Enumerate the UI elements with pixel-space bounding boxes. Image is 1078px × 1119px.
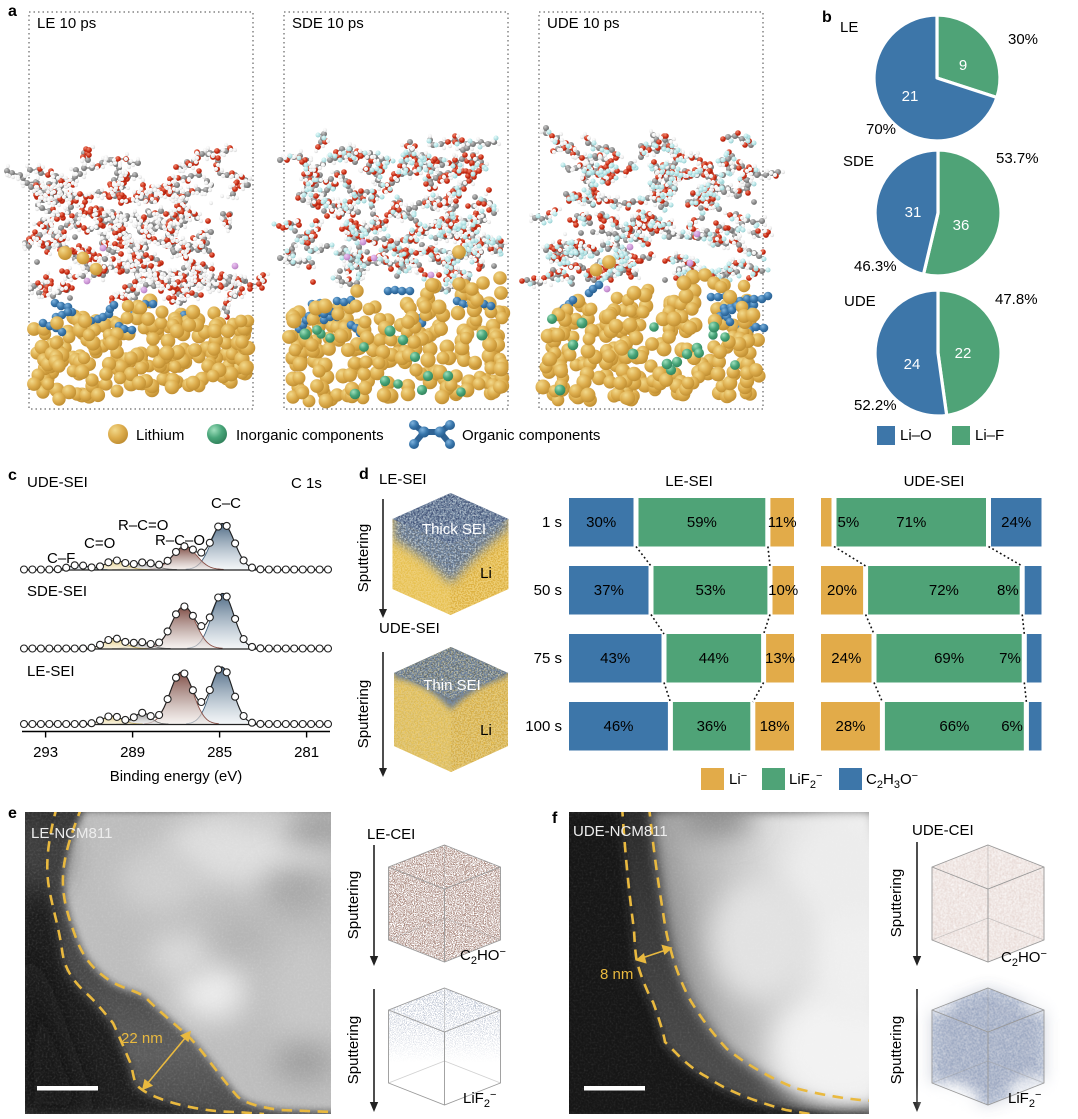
svg-text:UDE 10 ps: UDE 10 ps — [547, 15, 620, 32]
svg-text:SDE 10 ps: SDE 10 ps — [292, 15, 364, 32]
svg-text:a: a — [8, 3, 17, 20]
svg-text:LE 10 ps: LE 10 ps — [37, 15, 96, 32]
